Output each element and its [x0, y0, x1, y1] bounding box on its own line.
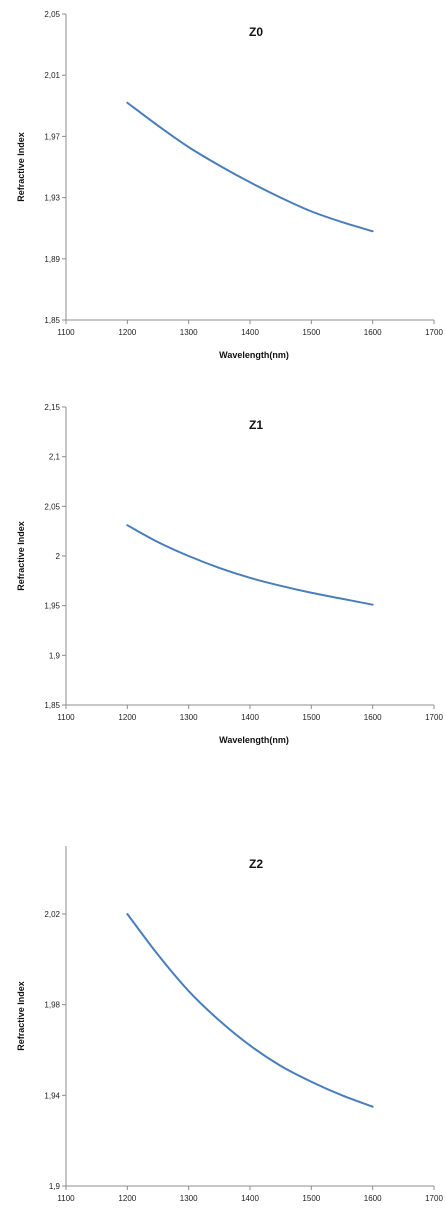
chart-title: Z1 — [249, 418, 263, 432]
y-tick-label: 1,98 — [44, 1001, 60, 1010]
x-tick-label: 1700 — [425, 713, 443, 722]
x-tick-label: 1300 — [180, 328, 198, 337]
x-tick-label: 1200 — [118, 328, 136, 337]
x-tick-label: 1100 — [57, 713, 75, 722]
y-tick-label: 2,15 — [44, 403, 60, 412]
x-tick-label: 1600 — [364, 1194, 382, 1203]
chart-svg: 1,85 1,9 1,95 2 2,05 2,1 2,15 1100 1200 1300 1400 1… — [16, 403, 443, 745]
y-tick-label: 1,97 — [44, 132, 60, 141]
y-tick-label: 1,94 — [44, 1091, 60, 1100]
chart-title: Z2 — [249, 857, 263, 871]
y-axis-title: Refractive Index — [16, 132, 26, 202]
x-tick-label: 1100 — [57, 1194, 75, 1203]
chart-z0: 1,85 1,89 1,93 1,97 2,01 2,05 1100 1200 1300 1400… — [0, 0, 446, 380]
y-tick-label: 1,85 — [44, 701, 60, 710]
x-tick-label: 1600 — [364, 713, 382, 722]
y-tick-label: 2,05 — [44, 10, 60, 19]
series-line — [126, 101, 374, 233]
x-axis-title: Wavelength(nm) — [219, 735, 289, 745]
chart-svg: 1,9 1,94 1,98 2,02 1100 1200 1300 1400 1500 1600 1… — [16, 846, 443, 1217]
x-tick-label: 1400 — [241, 713, 259, 722]
x-tick-label: 1300 — [180, 713, 198, 722]
series-line — [126, 524, 374, 606]
chart-title: Z0 — [249, 25, 263, 39]
x-tick-label: 1100 — [57, 328, 75, 337]
y-axis-title: Refractive Index — [16, 521, 26, 591]
x-tick-label: 1400 — [241, 1194, 259, 1203]
chart-z2: 1,9 1,94 1,98 2,02 1100 1200 1300 1400 1500 1600 1… — [0, 838, 446, 1217]
x-tick-label: 1600 — [364, 328, 382, 337]
y-tick-label: 1,93 — [44, 194, 60, 203]
y-tick-label: 1,89 — [44, 255, 60, 264]
y-tick-label: 1,85 — [44, 316, 60, 325]
x-tick-label: 1500 — [302, 1194, 320, 1203]
x-axis-title: Wavelength(nm) — [219, 350, 289, 360]
y-tick-label: 2,1 — [49, 453, 61, 462]
x-tick-label: 1400 — [241, 328, 259, 337]
y-tick-label: 1,95 — [44, 602, 60, 611]
chart-svg: 1,85 1,89 1,93 1,97 2,01 2,05 1100 1200 1300 1400… — [16, 10, 443, 360]
x-tick-label: 1500 — [302, 713, 320, 722]
y-tick-label: 2,01 — [44, 71, 60, 80]
x-tick-label: 1200 — [118, 713, 136, 722]
x-tick-label: 1700 — [425, 1194, 443, 1203]
y-tick-label: 2,02 — [44, 910, 60, 919]
chart-z1: 1,85 1,9 1,95 2 2,05 2,1 2,15 1100 1200 1300 1400 1… — [0, 397, 446, 772]
y-tick-label: 1,9 — [49, 1182, 61, 1191]
y-tick-label: 2 — [56, 552, 61, 561]
x-tick-label: 1200 — [118, 1194, 136, 1203]
series-line — [126, 913, 374, 1108]
y-tick-label: 2,05 — [44, 502, 60, 511]
x-tick-label: 1500 — [302, 328, 320, 337]
x-tick-label: 1700 — [425, 328, 443, 337]
y-axis-title: Refractive Index — [16, 981, 26, 1051]
y-tick-label: 1,9 — [49, 651, 61, 660]
x-tick-label: 1300 — [180, 1194, 198, 1203]
